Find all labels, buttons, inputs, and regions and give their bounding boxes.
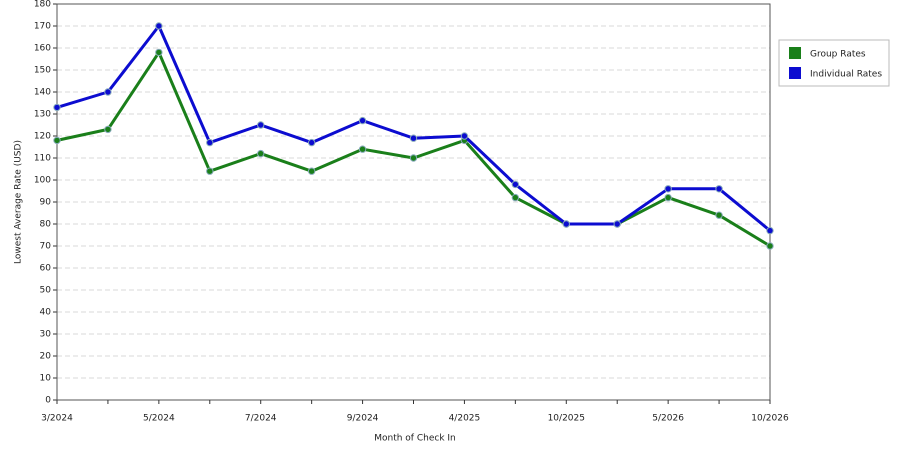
x-tick-label: 9/2024 [347, 414, 379, 424]
y-tick-label: 50 [40, 286, 52, 296]
x-tick-label: 10/2026 [751, 414, 789, 424]
data-point [511, 193, 520, 202]
data-point [53, 103, 61, 112]
data-point [155, 48, 163, 57]
y-tick-label: 10 [40, 374, 52, 384]
y-tick-label: 60 [40, 264, 52, 274]
data-point [664, 193, 672, 202]
data-point [409, 134, 418, 142]
x-tick-label: 10/2025 [548, 414, 585, 424]
data-point [664, 185, 672, 193]
y-tick-label: 160 [34, 44, 51, 54]
data-point [307, 138, 316, 147]
y-tick-label: 100 [34, 176, 51, 186]
data-point [257, 121, 265, 129]
y-tick-label: 130 [34, 110, 51, 120]
y-tick-label: 90 [40, 198, 52, 208]
data-point [613, 220, 621, 228]
y-tick-label: 110 [34, 154, 51, 164]
x-tick-label: 5/2024 [143, 414, 175, 424]
legend-label: Group Rates [810, 50, 866, 60]
series-line [56, 50, 771, 248]
data-point [766, 242, 774, 250]
y-tick-label: 120 [34, 132, 51, 142]
y-axis-label: Lowest Average Rate (USD) [14, 140, 24, 264]
y-tick-label: 180 [34, 0, 51, 10]
legend-swatch [789, 47, 801, 59]
legend-label: Individual Rates [810, 70, 882, 80]
y-tick-label: 80 [40, 220, 52, 230]
data-point [562, 220, 570, 228]
y-tick-label: 140 [34, 88, 51, 98]
data-point [104, 125, 112, 134]
y-tick-label: 70 [40, 242, 52, 252]
x-tick-label: 5/2026 [652, 414, 684, 424]
y-tick-label: 30 [40, 330, 52, 340]
data-point [104, 88, 112, 96]
data-point [409, 154, 418, 162]
legend-swatch [789, 67, 801, 79]
y-tick-label: 0 [45, 396, 51, 406]
x-tick-label: 7/2024 [245, 414, 277, 424]
y-tick-label: 20 [40, 352, 52, 362]
data-point [766, 226, 774, 235]
data-point [257, 149, 265, 158]
data-point [715, 185, 723, 193]
data-point [206, 138, 214, 147]
data-point [511, 180, 520, 189]
x-axis-label: Month of Check In [374, 434, 456, 444]
data-point [155, 22, 163, 30]
y-tick-label: 40 [40, 308, 52, 318]
y-tick-label: 150 [34, 66, 51, 76]
x-tick-label: 3/2024 [41, 414, 73, 424]
y-tick-label: 170 [34, 22, 51, 32]
data-point [460, 132, 469, 140]
x-tick-label: 4/2025 [449, 414, 481, 424]
data-point [206, 167, 214, 175]
data-point [307, 167, 316, 175]
data-point [358, 116, 367, 125]
data-point [715, 211, 723, 219]
data-point [358, 145, 367, 153]
data-point [53, 136, 61, 145]
